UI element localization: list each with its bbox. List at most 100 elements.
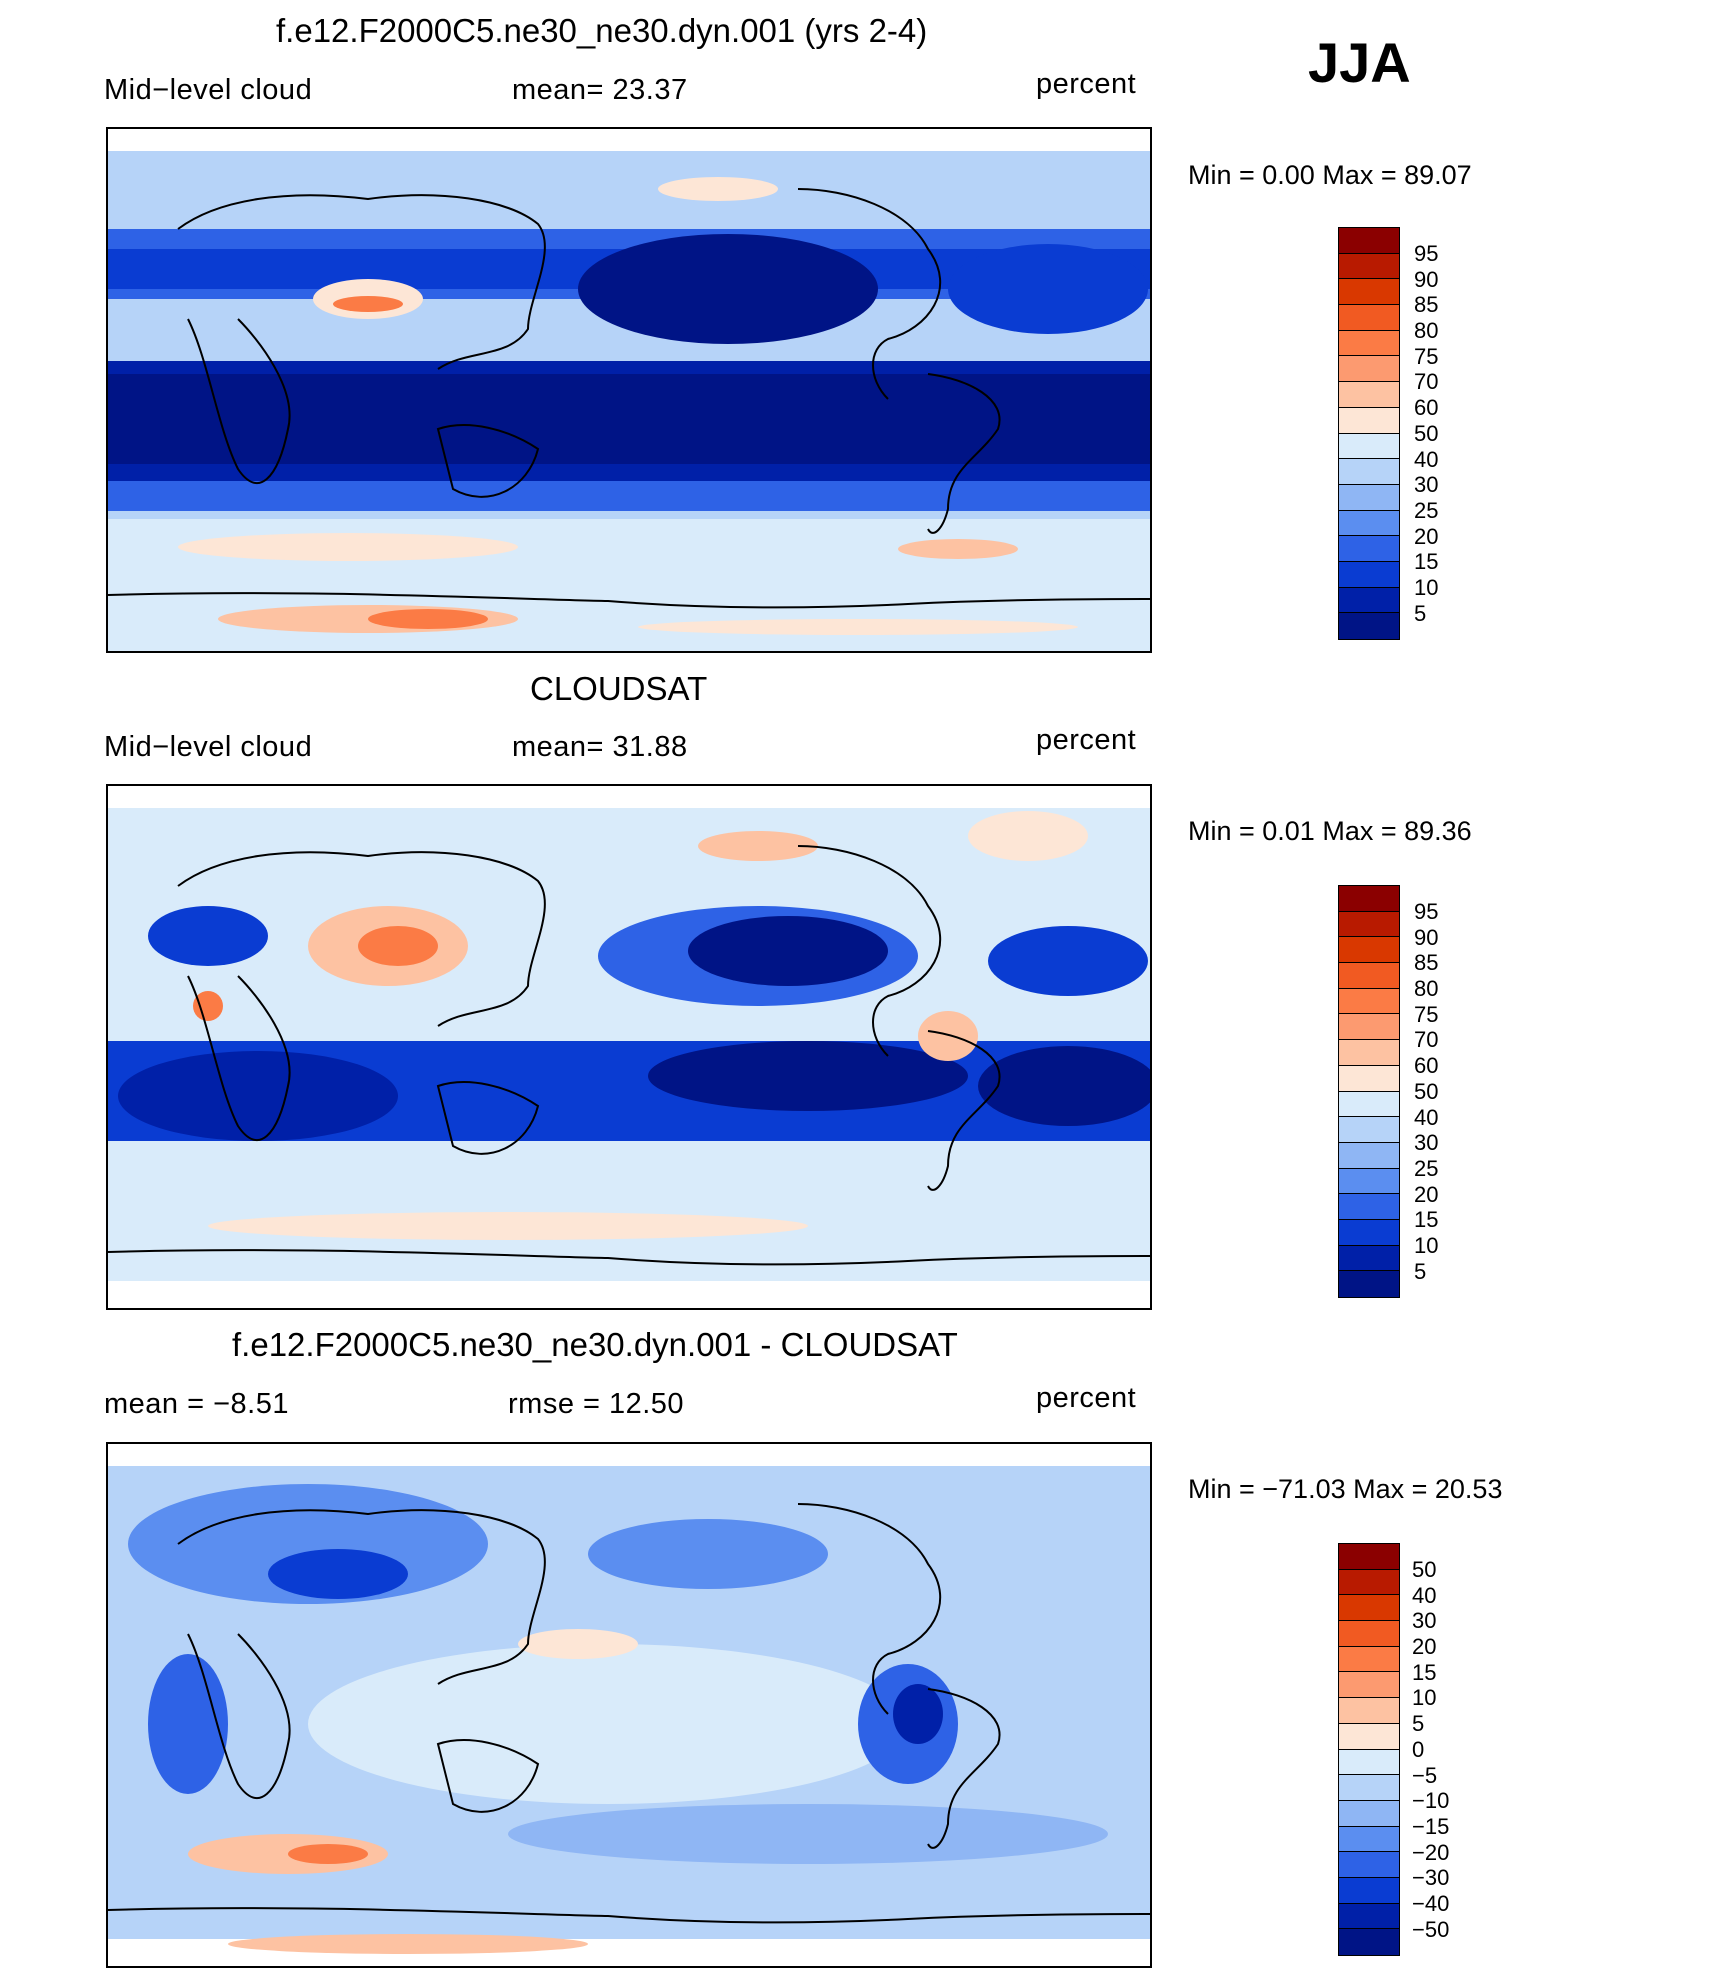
colorbar-tick-label: 20	[1412, 1634, 1437, 1660]
colorbar-swatch	[1339, 1672, 1399, 1699]
colorbar-tick-label: 15	[1414, 1207, 1439, 1233]
colorbar-tick-label: 75	[1414, 1001, 1439, 1027]
colorbar-tick-label: 5	[1414, 600, 1427, 626]
colorbar-tick-label: 20	[1414, 1181, 1439, 1207]
colorbar-swatch	[1339, 1142, 1399, 1169]
colorbar-swatch	[1339, 330, 1399, 357]
colorbar-tick-label: 50	[1412, 1557, 1437, 1582]
panel1-mean-label: mean= 23.37	[512, 74, 688, 106]
colorbar-swatch	[1339, 279, 1399, 306]
panel1-colorbar-labels: 95 90 85 80 75 70 60 50 40 30 25 20 15 10 5	[1414, 241, 1438, 626]
colorbar-tick-label: 95	[1414, 241, 1439, 266]
panel3-units-label: percent	[1036, 1382, 1137, 1414]
colorbar-swatch	[1339, 1194, 1399, 1220]
panel3-colorbar	[1338, 1543, 1400, 1956]
colorbar-tick-label: 15	[1414, 549, 1439, 575]
colorbar-swatch	[1339, 587, 1399, 614]
colorbar-tick-label: 60	[1414, 395, 1439, 421]
colorbar-swatch	[1339, 1852, 1399, 1878]
colorbar-swatch	[1339, 963, 1399, 989]
colorbar-tick-label: −50	[1412, 1916, 1450, 1942]
colorbar-tick-label: 40	[1412, 1582, 1437, 1608]
colorbar-swatch	[1339, 1219, 1399, 1246]
colorbar-swatch	[1339, 1168, 1399, 1195]
colorbar-swatch	[1339, 382, 1399, 408]
colorbar-tick-label: 50	[1414, 420, 1439, 446]
colorbar-tick-label: 0	[1412, 1736, 1425, 1762]
panel3-title: f.e12.F2000C5.ne30_ne30.dyn.001 - CLOUDS…	[232, 1326, 958, 1363]
panel2-colorbar-labels: 95 90 85 80 75 70 60 50 40 30 25 20 15 10 5	[1414, 899, 1438, 1284]
panel1-map-svg	[108, 129, 1150, 651]
colorbar-tick-label: 85	[1414, 292, 1439, 318]
colorbar-tick-label: 5	[1412, 1711, 1425, 1737]
colorbar-tick-label: −30	[1412, 1865, 1450, 1891]
colorbar-tick-label: −15	[1412, 1813, 1450, 1839]
colorbar-swatch	[1339, 253, 1399, 280]
panel2-variable-label: Mid−level cloud	[104, 731, 313, 763]
colorbar-swatch	[1339, 1245, 1399, 1272]
colorbar-swatch	[1339, 407, 1399, 434]
colorbar-swatch	[1339, 433, 1399, 460]
colorbar-tick-label: 25	[1414, 497, 1439, 523]
colorbar-tick-label: 15	[1412, 1659, 1437, 1685]
colorbar-tick-label: 80	[1414, 318, 1439, 344]
colorbar-swatch	[1339, 1723, 1399, 1750]
colorbar-swatch	[1339, 911, 1399, 938]
colorbar-swatch	[1339, 484, 1399, 511]
colorbar-tick-label: 75	[1414, 343, 1439, 369]
colorbar-swatch	[1339, 613, 1399, 639]
colorbar-tick-label: 10	[1414, 1232, 1439, 1258]
colorbar-swatch	[1339, 1040, 1399, 1066]
colorbar-tick-label: 30	[1414, 472, 1439, 498]
colorbar-swatch	[1339, 536, 1399, 562]
colorbar-swatch	[1339, 1091, 1399, 1118]
colorbar-swatch	[1339, 1775, 1399, 1801]
colorbar-swatch	[1339, 1646, 1399, 1673]
colorbar-tick-label: 80	[1414, 976, 1439, 1002]
colorbar-tick-label: 10	[1412, 1685, 1437, 1711]
colorbar-tick-label: 40	[1414, 446, 1439, 472]
colorbar-swatch	[1339, 1569, 1399, 1596]
panel1-variable-label: Mid−level cloud	[104, 74, 313, 106]
colorbar-tick-label: 40	[1414, 1104, 1439, 1130]
colorbar-swatch	[1339, 1877, 1399, 1904]
panel2-colorbar	[1338, 885, 1400, 1298]
colorbar-tick-label: 30	[1412, 1608, 1437, 1634]
colorbar-swatch	[1339, 1271, 1399, 1297]
colorbar-swatch	[1339, 305, 1399, 331]
colorbar-swatch	[1339, 1621, 1399, 1647]
colorbar-tick-label: 70	[1414, 1027, 1439, 1053]
colorbar-swatch	[1339, 1544, 1399, 1570]
colorbar-tick-label: 30	[1414, 1130, 1439, 1156]
panel1-map	[106, 127, 1152, 653]
colorbar-swatch	[1339, 1929, 1399, 1955]
panel1-units-label: percent	[1036, 68, 1137, 100]
colorbar-tick-label: −40	[1412, 1890, 1450, 1916]
colorbar-swatch	[1339, 1903, 1399, 1930]
colorbar-swatch	[1339, 228, 1399, 254]
colorbar-swatch	[1339, 886, 1399, 912]
colorbar-swatch	[1339, 1117, 1399, 1143]
panel3-rmse-label: rmse = 12.50	[508, 1388, 685, 1420]
colorbar-tick-label: −10	[1412, 1788, 1450, 1814]
colorbar-tick-label: 50	[1414, 1078, 1439, 1104]
colorbar-swatch	[1339, 1065, 1399, 1092]
colorbar-tick-label: −20	[1412, 1839, 1450, 1865]
colorbar-tick-label: 10	[1414, 574, 1439, 600]
colorbar-swatch	[1339, 561, 1399, 588]
colorbar-tick-label: 70	[1414, 369, 1439, 395]
colorbar-swatch	[1339, 937, 1399, 964]
panel2-map-svg	[108, 786, 1150, 1308]
colorbar-tick-label: 90	[1414, 266, 1439, 292]
panel1-colorbar	[1338, 227, 1400, 640]
colorbar-tick-label: 95	[1414, 899, 1439, 924]
colorbar-swatch	[1339, 510, 1399, 537]
panel2-minmax: Min = 0.01 Max = 89.36	[1188, 816, 1472, 846]
colorbar-tick-label: 25	[1414, 1155, 1439, 1181]
colorbar-tick-label: 90	[1414, 924, 1439, 950]
panel3-minmax: Min = −71.03 Max = 20.53	[1188, 1474, 1503, 1504]
colorbar-swatch	[1339, 1826, 1399, 1853]
colorbar-swatch	[1339, 1014, 1399, 1041]
panel2-units-label: percent	[1036, 724, 1137, 756]
panel3-map-svg	[108, 1444, 1150, 1966]
